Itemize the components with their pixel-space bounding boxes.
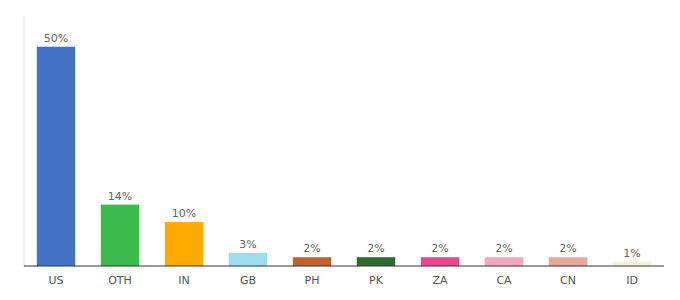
data-label: 3%: [239, 238, 256, 251]
bar: [229, 253, 267, 266]
bar: [37, 47, 75, 266]
data-label: 10%: [172, 207, 196, 220]
x-tick-label: PK: [369, 274, 384, 287]
data-label: 1%: [623, 247, 640, 260]
bar: [421, 257, 459, 266]
bar: [613, 262, 651, 266]
data-label: 2%: [303, 242, 320, 255]
x-tick-label: OTH: [108, 274, 132, 287]
x-tick-label: ID: [626, 274, 638, 287]
bar: [165, 222, 203, 266]
chart-container: 50% 14% 10% 3% 2% 2% 2% 2% 2% 1% US OTH IN GB PH PK ZA CA…: [0, 0, 680, 300]
data-label: 2%: [559, 242, 576, 255]
bar: [293, 257, 331, 266]
data-label: 2%: [367, 242, 384, 255]
x-tick-label: CN: [560, 274, 576, 287]
x-tick-label: PH: [305, 274, 320, 287]
bar: [549, 257, 587, 266]
x-tick-label: CA: [496, 274, 512, 287]
x-tick-label: US: [48, 274, 63, 287]
bar: [101, 205, 139, 266]
y-axis-line: [24, 16, 25, 266]
data-label: 2%: [495, 242, 512, 255]
chart: 50% 14% 10% 3% 2% 2% 2% 2% 2% 1% US OTH IN GB PH PK ZA CA…: [0, 0, 680, 300]
bar: [357, 257, 395, 266]
x-tick-labels: US OTH IN GB PH PK ZA CA CN ID: [48, 274, 637, 287]
x-tick-label: ZA: [432, 274, 448, 287]
data-label: 2%: [431, 242, 448, 255]
data-label: 50%: [44, 32, 68, 45]
data-labels: 50% 14% 10% 3% 2% 2% 2% 2% 2% 1%: [44, 32, 641, 260]
x-tick-label: GB: [240, 274, 256, 287]
bar: [485, 257, 523, 266]
x-axis-line: [24, 266, 664, 267]
bars: [37, 47, 651, 266]
data-label: 14%: [108, 190, 132, 203]
x-tick-label: IN: [178, 274, 189, 287]
